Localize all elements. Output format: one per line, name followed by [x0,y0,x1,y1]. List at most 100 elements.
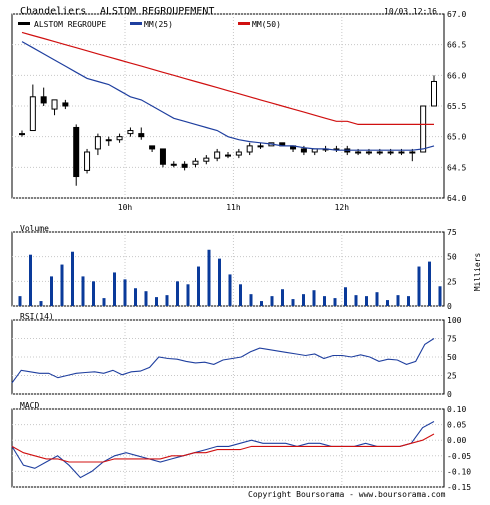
volume-bar [60,264,64,306]
mm50-line [21,31,434,125]
legend-label-mm50: MM(50) [252,20,281,29]
volume-bar [312,290,316,306]
volume-bars [18,249,442,306]
candle-body [192,160,199,165]
legend-label-price: ALSTOM REGROUPE [34,20,106,29]
candle-body [225,154,231,157]
price-tick-label: 65.5 [447,102,466,111]
price-tick-label: 67.0 [447,10,466,19]
candle-body [300,148,307,153]
price-candles [19,75,437,186]
macd-tick-label: 0.00 [447,436,466,445]
moving-averages [21,31,435,151]
candle-body [51,99,58,110]
instrument-name: ALSTOM REGROUPEMENT [100,6,214,17]
volume-bar [354,295,358,306]
volume-bar [155,297,158,306]
macd-lines [11,421,435,479]
volume-bar [281,289,284,306]
volume-bar [438,286,442,306]
volume-bar [365,296,368,306]
legend-swatch-mm50 [238,22,250,25]
time-tick-label: 12h [335,203,350,212]
macd-tick-label: 0.05 [447,421,466,430]
volume-bar [207,249,211,306]
volume-bar [186,284,190,306]
candle-body [387,151,394,154]
macd-tick-label: -0.10 [447,467,471,476]
volume-tick-label: 0 [447,302,452,311]
rsi-tick-label: 25 [447,372,457,381]
volume-bar [39,301,43,306]
candle-body [214,151,221,159]
time-tick-label: 11h [226,203,241,212]
volume-bar [333,298,337,306]
macd-line [11,421,435,479]
candle-body [84,151,91,171]
candle-body [420,105,427,153]
candle-body [431,80,437,107]
price-tick-label: 66.0 [447,71,466,80]
volume-bar [18,296,22,306]
volume-bar [228,274,232,306]
signal-line [11,433,435,463]
candle-body [246,145,253,153]
rsi-line-group [11,338,435,384]
legend: ALSTOM REGROUPE MM(25) MM(50) [18,20,281,29]
price-tick-label: 66.5 [447,41,466,50]
candle-body [19,133,25,136]
axis-labels: 67.0 66.5 66.0 65.5 65.0 64.5 64.0 10h 11h 12h 75 5… [118,10,471,492]
volume-bar [344,287,347,306]
volume-bar [102,298,106,306]
candle-body [398,151,405,154]
rsi-tick-label: 50 [447,353,457,362]
volume-bar [396,295,400,306]
price-tick-label: 64.5 [447,163,466,172]
chart-kind: Chandeliers [20,6,86,17]
rsi-tick-label: 0 [447,390,452,399]
candle-body [203,157,210,162]
legend-swatch-mm25 [130,22,142,25]
rsi-tick-label: 100 [447,316,462,325]
volume-tick-label: 50 [447,253,457,262]
volume-panel-frame [11,231,445,307]
candle-body [181,163,188,168]
legend-label-mm25: MM(25) [144,20,173,29]
candle-body [138,133,145,138]
candle-body [94,136,101,150]
volume-bar [302,294,305,306]
datetime-stamp: 10/03 12:16 [384,7,437,16]
rsi-tick-label: 75 [447,335,457,344]
candle-body [235,151,242,156]
legend-swatch-price [18,22,30,25]
candle-body [257,145,264,148]
candle-body [159,148,166,165]
volume-unit: Milliers [473,253,482,292]
volume-bar [123,279,127,306]
volume-bar [239,284,242,306]
price-tick-label: 64.0 [447,194,466,203]
volume-bar [323,296,326,306]
macd-title: MACD [20,401,39,410]
copyright-footer: Copyright Boursorama - www.boursorama.co… [248,490,446,499]
candle-body [170,163,177,166]
volume-bar [428,261,431,306]
volume-bar [260,301,263,306]
macd-tick-label: 0.10 [447,405,466,414]
volume-tick-label: 75 [447,228,457,237]
volume-bar [197,266,200,306]
volume-bar [375,292,379,306]
candle-body [149,145,156,150]
candle-body [409,151,416,154]
candle-body [29,96,36,132]
volume-bar [386,300,389,306]
volume-title: Volume [20,224,49,233]
candle-body [73,126,80,178]
candle-body [127,130,134,135]
gridlines [12,13,444,488]
volume-bar [218,258,221,306]
rsi-title: RSI(14) [20,312,54,321]
candle-body [355,151,362,154]
candle-body [116,136,123,141]
